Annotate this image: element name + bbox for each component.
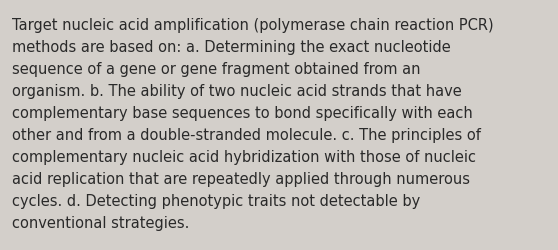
Text: Target nucleic acid amplification (polymerase chain reaction PCR): Target nucleic acid amplification (polym…: [12, 18, 494, 32]
Text: organism. b. The ability of two nucleic acid strands that have: organism. b. The ability of two nucleic …: [12, 84, 462, 98]
Text: complementary base sequences to bond specifically with each: complementary base sequences to bond spe…: [12, 106, 473, 120]
Text: cycles. d. Detecting phenotypic traits not detectable by: cycles. d. Detecting phenotypic traits n…: [12, 194, 421, 208]
Text: conventional strategies.: conventional strategies.: [12, 216, 190, 230]
Text: complementary nucleic acid hybridization with those of nucleic: complementary nucleic acid hybridization…: [12, 150, 477, 164]
Text: acid replication that are repeatedly applied through numerous: acid replication that are repeatedly app…: [12, 172, 470, 186]
Text: other and from a double-stranded molecule. c. The principles of: other and from a double-stranded molecul…: [12, 128, 481, 142]
Text: methods are based on: a. Determining the exact nucleotide: methods are based on: a. Determining the…: [12, 40, 451, 54]
Text: sequence of a gene or gene fragment obtained from an: sequence of a gene or gene fragment obta…: [12, 62, 421, 76]
